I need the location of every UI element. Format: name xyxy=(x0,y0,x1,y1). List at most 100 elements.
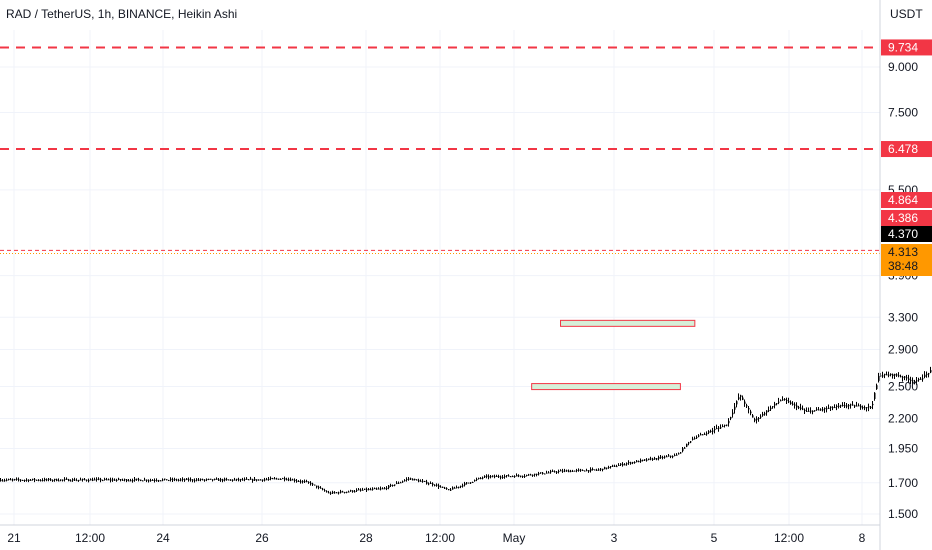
demand-zone-2[interactable] xyxy=(531,383,681,391)
candle-229 xyxy=(458,486,460,489)
x-tick-label-3: 26 xyxy=(255,531,269,545)
candle-110 xyxy=(220,477,222,482)
candle-134 xyxy=(268,476,270,481)
candle-314 xyxy=(628,460,630,465)
candle-161 xyxy=(322,487,324,491)
candle-44 xyxy=(88,478,90,483)
x-tick-label-7: 3 xyxy=(611,531,618,545)
candle-69 xyxy=(138,477,140,482)
candle-330 xyxy=(660,455,662,459)
candle-424 xyxy=(848,403,850,410)
candle-164 xyxy=(328,490,330,494)
svg-text:6.478: 6.478 xyxy=(888,142,918,156)
candle-464 xyxy=(928,372,930,378)
candle-142 xyxy=(284,476,286,482)
candle-418 xyxy=(836,404,838,411)
candle-255 xyxy=(510,476,512,478)
candle-132 xyxy=(264,477,266,482)
candle-118 xyxy=(236,478,238,482)
demand-zone-1[interactable] xyxy=(560,319,696,327)
candle-150 xyxy=(300,479,302,484)
candle-431 xyxy=(862,405,864,410)
candle-421 xyxy=(842,402,844,407)
candle-242 xyxy=(484,475,486,478)
candle-159 xyxy=(318,485,320,490)
candle-308 xyxy=(616,464,618,468)
candle-429 xyxy=(858,403,860,407)
candle-139 xyxy=(278,478,280,480)
candle-128 xyxy=(256,479,258,482)
candle-446 xyxy=(892,373,894,379)
candle-186 xyxy=(372,487,374,491)
candle-288 xyxy=(576,468,578,473)
candle-350 xyxy=(700,432,702,436)
candle-104 xyxy=(208,478,210,481)
candle-253 xyxy=(506,474,508,478)
candle-144 xyxy=(288,477,290,482)
candle-121 xyxy=(242,477,244,481)
candle-376 xyxy=(752,413,754,418)
candle-304 xyxy=(608,465,610,469)
candle-434 xyxy=(868,403,870,412)
price-tag-4386[interactable]: 4.386 xyxy=(881,210,932,226)
candle-78 xyxy=(156,478,158,482)
price-line-tag-1[interactable]: 9.734 xyxy=(881,39,932,56)
price-tag-4370[interactable]: 4.370 xyxy=(881,226,932,242)
y-tick-label-6: 2.500 xyxy=(888,380,918,394)
candle-290 xyxy=(580,468,582,472)
lines-layer xyxy=(0,46,880,255)
candle-246 xyxy=(492,475,494,478)
candle-381 xyxy=(762,411,764,417)
candle-73 xyxy=(146,479,148,483)
candle-342 xyxy=(684,446,686,449)
candle-193 xyxy=(386,486,388,491)
candle-394 xyxy=(788,397,790,404)
candle-211 xyxy=(422,479,424,483)
candle-359 xyxy=(718,426,720,432)
candle-102 xyxy=(204,479,206,482)
candle-80 xyxy=(160,480,162,482)
candle-59 xyxy=(118,477,120,481)
price-line-tag-2[interactable]: 6.478 xyxy=(881,141,932,158)
candle-177 xyxy=(354,490,356,493)
candle-461 xyxy=(922,374,924,382)
candle-109 xyxy=(218,478,220,481)
candle-108 xyxy=(216,477,218,480)
candle-120 xyxy=(240,478,242,482)
x-tick-label-5: 12:00 xyxy=(425,531,455,545)
candle-410 xyxy=(820,408,822,411)
candle-435 xyxy=(870,406,872,409)
svg-text:4.386: 4.386 xyxy=(888,211,918,225)
candle-54 xyxy=(108,478,110,481)
candle-465 xyxy=(930,366,932,374)
candle-289 xyxy=(578,468,580,472)
candle-81 xyxy=(162,478,164,482)
candle-307 xyxy=(614,464,616,467)
candle-195 xyxy=(390,483,392,488)
candle-349 xyxy=(698,434,700,438)
candle-458 xyxy=(916,376,918,385)
x-tick-label-2: 24 xyxy=(156,531,170,545)
candle-338 xyxy=(676,453,678,456)
candle-345 xyxy=(690,440,692,444)
candle-52 xyxy=(104,477,106,481)
svg-text:9.734: 9.734 xyxy=(888,40,918,54)
price-tag-4864[interactable]: 4.864 xyxy=(881,192,932,208)
candle-386 xyxy=(772,406,774,409)
candle-341 xyxy=(682,447,684,453)
candle-262 xyxy=(524,474,526,478)
candle-225 xyxy=(450,487,452,491)
candle-15 xyxy=(30,478,32,481)
candle-284 xyxy=(568,469,570,473)
candle-180 xyxy=(360,488,362,492)
candle-456 xyxy=(912,377,914,385)
candle-165 xyxy=(330,491,332,495)
candle-205 xyxy=(410,477,412,480)
candle-258 xyxy=(516,473,518,477)
candle-347 xyxy=(694,436,696,440)
svg-text:4.864: 4.864 xyxy=(888,193,918,207)
